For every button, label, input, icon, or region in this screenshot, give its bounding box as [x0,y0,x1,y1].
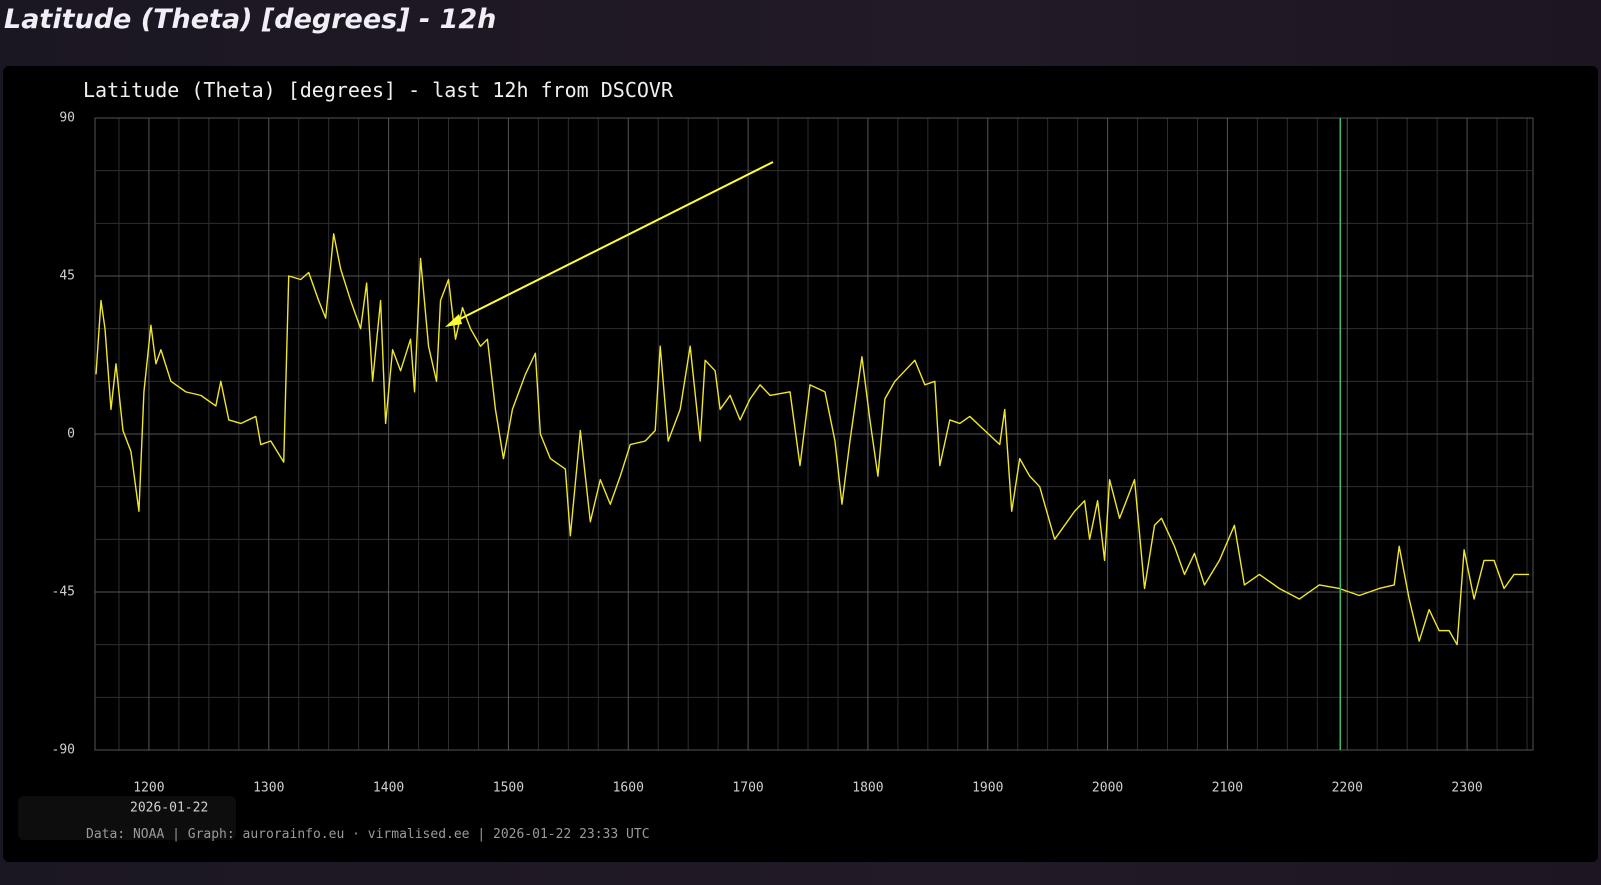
x-tick-label: 1800 [852,781,883,796]
x-tick-label: 1200 [133,781,164,796]
x-date-label: 2026-01-22 [130,801,208,816]
arrow-head [445,314,462,327]
x-tick-label: 1500 [493,781,524,796]
toolbar[interactable] [18,796,236,840]
x-tick-label: 1700 [732,781,763,796]
chart-title: Latitude (Theta) [degrees] - last 12h fr… [83,78,674,102]
x-tick-label: 1300 [253,781,284,796]
x-tick-label: 2100 [1212,781,1243,796]
x-tick-label: 1400 [373,781,404,796]
x-tick-label: 1600 [613,781,644,796]
x-tick-label: 2300 [1451,781,1482,796]
source-note: Data: NOAA | Graph: aurorainfo.eu · virm… [86,827,650,842]
plot [95,118,1530,750]
annotation-arrow [455,161,774,322]
y-tick-label: 45 [59,269,75,284]
y-tick-label: -45 [52,585,75,600]
page-title: Latitude (Theta) [degrees] - 12h [4,4,496,35]
y-tick-label: 90 [59,111,75,126]
y-tick-label: 0 [67,427,75,442]
grid: 1200 1300 1400 1500 1600 1700 1800 1900 2000 2100… [52,111,1534,796]
y-tick-label: -90 [52,743,75,758]
data-line [95,233,1530,646]
x-tick-label: 2000 [1092,781,1123,796]
x-tick-label: 1900 [972,781,1003,796]
x-tick-label: 2200 [1332,781,1363,796]
